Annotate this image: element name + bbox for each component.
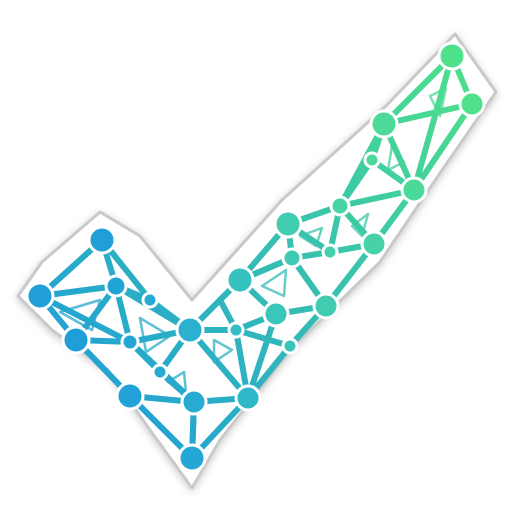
network-mesh-inner — [58, 86, 448, 394]
network-nodes — [25, 41, 486, 473]
